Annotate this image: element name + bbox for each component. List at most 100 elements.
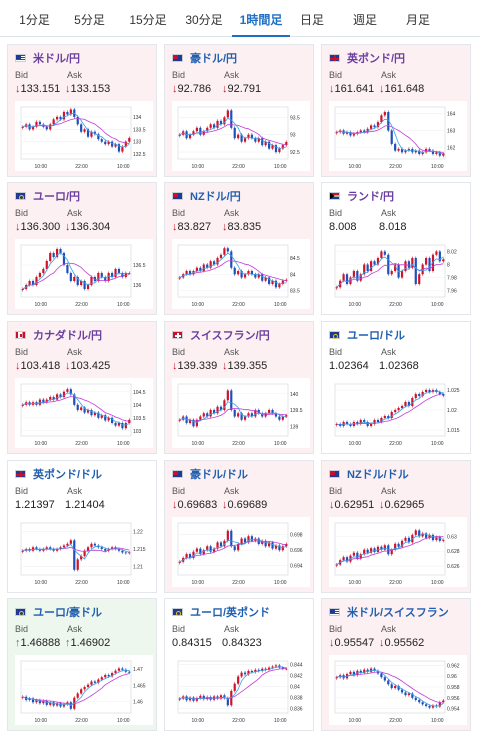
y-tick-label: 103 bbox=[133, 429, 142, 435]
mini-chart[interactable]: 1.025 1.02 1.015 10:00 22:00 10:00 bbox=[329, 378, 467, 448]
pair-name[interactable]: ユーロ/ドル bbox=[347, 330, 406, 342]
pair-name[interactable]: カナダドル/円 bbox=[33, 330, 103, 342]
candle-body bbox=[335, 287, 338, 289]
candle-body bbox=[335, 132, 338, 134]
mini-chart[interactable]: 140 139.5 139 10:00 22:00 10:00 bbox=[172, 378, 310, 448]
bid-value-wrap: ↑1.46888 bbox=[15, 637, 60, 649]
rate-card[interactable]: 英ポンド/円 Bid Ask ↓161.641 ↓161.648 164 163 162 10:… bbox=[321, 44, 471, 177]
pair-title[interactable]: カナダドル/円 bbox=[15, 328, 102, 342]
rate-card[interactable]: ランド/円 Bid Ask 8.008 8.018 8.02 8 7.98 7.96 10:00 2… bbox=[321, 182, 471, 315]
candle-body bbox=[369, 548, 373, 553]
pair-title[interactable]: 豪ドル/円 bbox=[172, 51, 237, 65]
arrow-down-icon: ↓ bbox=[222, 360, 228, 372]
mini-chart[interactable]: 0.63 0.628 0.626 10:00 22:00 10:00 bbox=[329, 517, 467, 587]
pair-name[interactable]: 米ドル/円 bbox=[33, 53, 81, 65]
tab-6[interactable]: 週足 bbox=[352, 13, 377, 27]
pair-title[interactable]: ユーロ/豪ドル bbox=[15, 605, 102, 619]
pair-name[interactable]: 豪ドル/ドル bbox=[190, 469, 249, 481]
pair-name[interactable]: 米ドル/スイスフラン bbox=[347, 607, 449, 619]
candle-body bbox=[373, 548, 376, 552]
rate-card[interactable]: 豪ドル/円 Bid Ask ↓92.786 ↓92.791 93.5 93 92.5 10:00… bbox=[164, 44, 314, 177]
arrow-down-icon: ↓ bbox=[65, 221, 71, 233]
rate-card[interactable]: ユーロ/豪ドル Bid Ask ↑1.46888 ↑1.46902 1.47 1.465 1.… bbox=[7, 598, 157, 731]
pair-name[interactable]: 英ポンド/円 bbox=[347, 53, 406, 65]
pair-name[interactable]: ユーロ/豪ドル bbox=[33, 607, 103, 619]
pair-name[interactable]: ユーロ/円 bbox=[33, 191, 81, 203]
candle-body bbox=[250, 271, 254, 275]
rate-card[interactable]: 米ドル/スイスフラン Bid Ask ↓0.95547 ↓0.95562 0.962 0.9… bbox=[321, 598, 471, 731]
pair-title[interactable]: 英ポンド/円 bbox=[329, 51, 405, 65]
mini-chart[interactable]: 0.962 0.96 0.958 0.956 0.954 10:00 22:00 10:00 bbox=[329, 655, 467, 725]
pair-title[interactable]: NZドル/円 bbox=[172, 189, 241, 203]
tab-4[interactable]: 1時間足 bbox=[232, 0, 290, 37]
pair-title[interactable]: スイスフラン/円 bbox=[172, 328, 270, 342]
pair-name[interactable]: 豪ドル/円 bbox=[190, 53, 238, 65]
rate-card[interactable]: 豪ドル/ドル Bid Ask ↓0.69683 ↓0.69689 0.698 0.696 0.… bbox=[164, 460, 314, 593]
pair-name[interactable]: NZドル/円 bbox=[190, 191, 241, 203]
candle-body bbox=[278, 284, 281, 288]
flag-au-icon bbox=[172, 54, 183, 62]
rate-card[interactable]: ユーロ/円 Bid Ask ↓136.300 ↓136.304 136.5 136 10:00… bbox=[7, 182, 157, 315]
pair-title[interactable]: 豪ドル/ドル bbox=[172, 467, 248, 481]
pair-title[interactable]: 英ポンド/ドル bbox=[15, 467, 102, 481]
mini-chart[interactable]: 1.47 1.465 1.46 10:00 22:00 10:00 bbox=[15, 655, 153, 725]
candle-body bbox=[418, 530, 421, 537]
arrow-down-icon: ↓ bbox=[172, 360, 178, 372]
x-tick-label: 10:00 bbox=[274, 580, 287, 586]
mini-chart[interactable]: 1.22 1.215 1.21 10:00 22:00 10:00 bbox=[15, 517, 153, 587]
ask-value-wrap: ↓139.355 bbox=[222, 360, 267, 372]
rate-card[interactable]: 米ドル/円 Bid Ask ↓133.151 ↓133.153 134 133.5 133 13… bbox=[7, 44, 157, 177]
tab-0[interactable]: 1分足 bbox=[19, 13, 50, 27]
candle-body bbox=[97, 134, 100, 140]
mini-chart[interactable]: 0.698 0.696 0.694 10:00 22:00 10:00 bbox=[172, 517, 310, 587]
tab-5[interactable]: 日足 bbox=[299, 13, 324, 27]
mini-chart[interactable]: 84.5 84 83.5 10:00 22:00 10:00 bbox=[172, 239, 310, 309]
pair-title[interactable]: NZドル/ドル bbox=[329, 467, 409, 481]
pair-title[interactable]: 米ドル/円 bbox=[15, 51, 80, 65]
pair-name[interactable]: ユーロ/英ポンド bbox=[190, 607, 271, 619]
pair-name[interactable]: スイスフラン/円 bbox=[190, 330, 270, 342]
candle-body bbox=[240, 134, 243, 142]
rate-card[interactable]: NZドル/円 Bid Ask ↓83.827 ↓83.835 84.5 84 83.5 10:0… bbox=[164, 182, 314, 315]
rate-card[interactable]: カナダドル/円 Bid Ask ↓103.418 ↓103.425 104.5 104 103… bbox=[7, 321, 157, 454]
tab-1[interactable]: 5分足 bbox=[74, 13, 105, 27]
rate-card[interactable]: NZドル/ドル Bid Ask ↓0.62951 ↓0.62965 0.63 0.628 0.… bbox=[321, 460, 471, 593]
pair-title[interactable]: 米ドル/スイスフラン bbox=[329, 605, 449, 619]
mini-chart[interactable]: 134 133.5 133 132.5 10:00 22:00 10:00 bbox=[15, 101, 153, 171]
pair-title[interactable]: ユーロ/円 bbox=[15, 189, 80, 203]
candle-body bbox=[49, 124, 52, 130]
tab-3[interactable]: 30分足 bbox=[185, 13, 223, 27]
candle-body bbox=[21, 696, 24, 698]
rate-card[interactable]: ユーロ/ドル Bid Ask 1.02364 1.02368 1.025 1.02 1.015… bbox=[321, 321, 471, 454]
pair-title[interactable]: ユーロ/英ポンド bbox=[172, 605, 270, 619]
prices: ↓0.69683 ↓0.69689 bbox=[172, 499, 312, 512]
y-tick-label: 0.96 bbox=[447, 674, 457, 680]
candle-body bbox=[233, 683, 236, 691]
ask-label: Ask bbox=[67, 70, 83, 80]
arrow-down-icon: ↓ bbox=[15, 221, 21, 233]
mini-chart[interactable]: 104.5 104 103.5 103 10:00 22:00 10:00 bbox=[15, 378, 153, 448]
candle-body bbox=[369, 668, 373, 672]
pair-title[interactable]: ユーロ/ドル bbox=[329, 328, 405, 342]
rate-card[interactable]: 英ポンド/ドル Bid Ask 1.21397 1.21404 1.22 1.215 1.21… bbox=[7, 460, 157, 593]
pair-name[interactable]: ランド/円 bbox=[347, 191, 395, 203]
pair-name[interactable]: NZドル/ドル bbox=[347, 469, 409, 481]
mini-chart[interactable]: 0.844 0.842 0.84 0.838 0.836 10:00 22:00 10:00 bbox=[172, 655, 310, 725]
mini-chart[interactable]: 136.5 136 10:00 22:00 10:00 bbox=[15, 239, 153, 309]
tab-2[interactable]: 15分足 bbox=[129, 13, 167, 27]
tab-7[interactable]: 月足 bbox=[405, 13, 430, 27]
pair-title[interactable]: ランド/円 bbox=[329, 189, 394, 203]
x-tick-label: 10:00 bbox=[35, 718, 48, 724]
candle-body bbox=[264, 540, 267, 547]
mini-chart[interactable]: 164 163 162 10:00 22:00 10:00 bbox=[329, 101, 467, 171]
pair-name[interactable]: 英ポンド/ドル bbox=[33, 469, 103, 481]
rate-card[interactable]: スイスフラン/円 Bid Ask ↓139.339 ↓139.355 140 139.5 13… bbox=[164, 321, 314, 454]
bid-label: Bid bbox=[172, 70, 186, 80]
candle-body bbox=[274, 545, 278, 549]
rate-card[interactable]: ユーロ/英ポンド Bid Ask 0.84315 0.84323 0.844 0.842 0.… bbox=[164, 598, 314, 731]
mini-chart[interactable]: 8.02 8 7.98 7.96 10:00 22:00 10:00 bbox=[329, 239, 467, 309]
plot-frame bbox=[20, 660, 132, 714]
candle-body bbox=[390, 549, 393, 555]
x-tick-label: 22:00 bbox=[389, 580, 402, 586]
mini-chart[interactable]: 93.5 93 92.5 10:00 22:00 10:00 bbox=[172, 101, 310, 171]
